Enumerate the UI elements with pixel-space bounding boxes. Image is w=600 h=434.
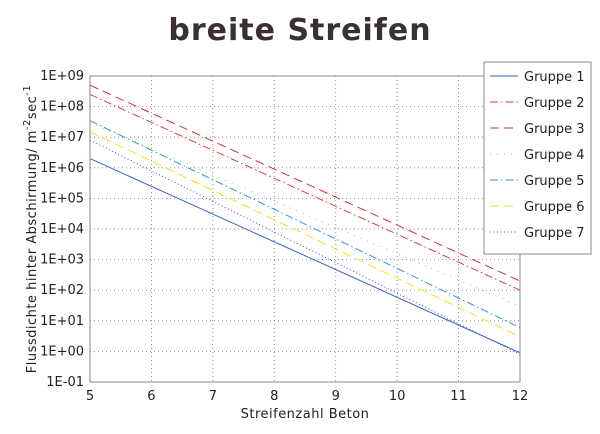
y-tick-label: 1E+01 (40, 314, 84, 329)
y-tick-label: 1E+08 (40, 100, 84, 115)
legend-label-gruppe-5: Gruppe 5 (524, 174, 585, 189)
x-tick-labels: 5 6 7 8 9 10 11 12 (86, 389, 528, 404)
series-line-gruppe-5 (89, 120, 521, 329)
series-line-gruppe-4 (89, 122, 521, 307)
x-tick-label: 12 (512, 389, 529, 404)
y-axis-label-main: Flussdichte hinter Abschirmung/ m (25, 130, 40, 373)
y-tick-label: 1E+09 (40, 69, 84, 84)
y-axis-label-sup2: -1 (22, 85, 33, 96)
series-line-gruppe-7 (89, 139, 521, 355)
y-axis-label-mid: sec (25, 96, 40, 119)
x-tick-label: 7 (209, 389, 217, 404)
y-axis-label: Flussdichte hinter Abschirmung/ m-2sec-1 (22, 85, 40, 374)
y-tick-label: 1E+00 (40, 344, 84, 359)
legend-label-gruppe-6: Gruppe 6 (524, 200, 585, 215)
grid-layer (89, 75, 521, 383)
y-tick-label: 1E+02 (40, 283, 84, 298)
legend: Gruppe 1 Gruppe 2 Gruppe 3 Gruppe 4 Gruppe 5… (483, 61, 592, 255)
series-line-gruppe-1 (89, 158, 521, 354)
y-tick-label: 1E+06 (40, 161, 84, 176)
series-line-gruppe-2 (89, 93, 521, 291)
legend-label-gruppe-3: Gruppe 3 (524, 122, 585, 137)
legend-label-gruppe-1: Gruppe 1 (524, 70, 585, 85)
x-tick-label: 5 (86, 389, 94, 404)
series-line-gruppe-6 (89, 131, 521, 338)
legend-box (483, 61, 592, 255)
y-tick-label: 1E+05 (40, 191, 84, 206)
x-tick-label: 9 (332, 389, 340, 404)
legend-label-gruppe-4: Gruppe 4 (524, 148, 585, 163)
legend-label-gruppe-2: Gruppe 2 (524, 96, 585, 111)
series-line-gruppe-3 (89, 84, 521, 282)
y-tick-labels: 1E-01 1E+00 1E+01 1E+02 1E+03 1E+04 1E+05 1E+06… (40, 69, 84, 390)
y-tick-label: 1E+03 (40, 253, 84, 268)
chart-title: breite Streifen (168, 13, 431, 48)
y-tick-label: 1E-01 (46, 375, 84, 390)
series-layer (89, 84, 521, 355)
legend-label-gruppe-7: Gruppe 7 (524, 226, 585, 241)
x-tick-label: 6 (147, 389, 155, 404)
x-axis-label: Streifenzahl Beton (241, 407, 370, 422)
x-tick-label: 11 (450, 389, 467, 404)
y-tick-label: 1E+07 (40, 130, 84, 145)
y-tick-label: 1E+04 (40, 222, 84, 237)
x-tick-label: 8 (270, 389, 278, 404)
x-tick-label: 10 (389, 389, 406, 404)
y-axis-label-sup1: -2 (22, 119, 33, 130)
